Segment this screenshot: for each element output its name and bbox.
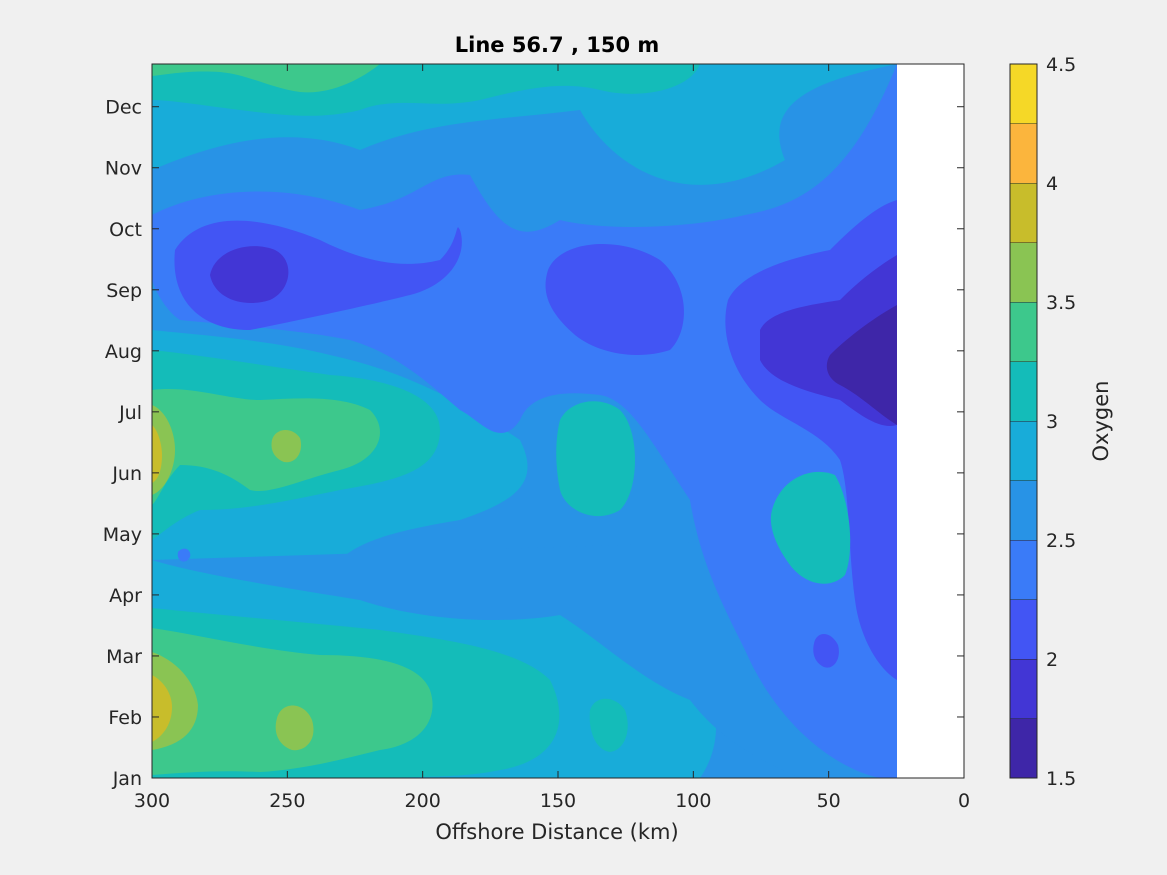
contour-fill-3-50-jun-blob [271,429,302,463]
no-data-region [897,64,964,778]
colorbar-level [1010,302,1037,362]
contour-fill-3-25-jul [152,388,380,505]
colorbar-levels [1010,63,1037,778]
colorbar-tick-label: 2.5 [1046,530,1076,552]
colorbar-ticks: 1.5 2 2.5 3 3.5 4 4.5 [1046,54,1076,790]
contour-fill-2-50-lower [152,540,897,778]
contour-fill-2-00-blob-mar [813,633,839,668]
y-tick-label: May [103,524,142,546]
x-tick-label: 50 [817,790,841,812]
y-tick-label: Mar [106,646,142,668]
contour-fill-3-25-feb [152,628,433,775]
colorbar-level [1010,659,1037,719]
contour-fill-3-50-feb-blob [275,705,314,751]
colorbar-level [1010,718,1037,778]
contour-fill-3-00-feb-mid [589,698,628,752]
x-tick-label: 300 [134,790,170,812]
contour-fill-3-00-jun-mid [556,401,635,517]
contour-fill-1-75-west [210,246,289,303]
colorbar-tick-label: 3.5 [1046,292,1076,314]
contour-fill-2-25 [152,64,897,778]
colorbar: 1.5 2 2.5 3 3.5 4 4.5 Oxygen [1009,54,1113,790]
colorbar-level [1010,123,1037,183]
colorbar-tick-label: 2 [1046,649,1058,671]
colorbar-level [1010,361,1037,421]
y-tick-label: Jul [118,402,142,424]
y-tick-label: Dec [105,97,142,119]
colorbar-level [1010,183,1037,243]
contour-field [152,64,964,778]
x-axis-label: Offshore Distance (km) [435,820,678,844]
colorbar-level [1010,242,1037,302]
y-axis-ticks: Jan Feb Mar Apr May Jun Jul Aug Sep Oct Nov Dec [103,97,964,790]
colorbar-level [1010,540,1037,600]
x-tick-label: 0 [958,790,970,812]
y-tick-label: Oct [109,219,142,241]
contour-fill-3-75-jul [152,425,162,483]
colorbar-level [1010,480,1037,540]
y-tick-label: Jun [111,463,142,485]
y-tick-label: Jan [112,768,142,790]
colorbar-frame [1009,63,1038,779]
y-tick-label: Apr [109,585,142,607]
colorbar-tick-label: 3 [1046,411,1058,433]
plot-area: 300 250 200 150 100 50 0 Jan Feb Mar Apr May Jun Jul… [103,63,970,812]
y-tick-label: Feb [108,707,142,729]
colorbar-tick-label: 4 [1046,173,1058,195]
x-tick-label: 100 [675,790,711,812]
x-axis-ticks: 300 250 200 150 100 50 0 [134,64,970,812]
y-tick-label: Sep [106,280,142,302]
chart-title: Line 56.7 , 150 m [455,33,660,57]
contour-fill-2-00-central [545,243,684,355]
contour-fill-3-25-top [152,64,380,93]
colorbar-tick-label: 1.5 [1046,768,1076,790]
contour-fill-1-50 [826,305,897,425]
x-tick-label: 250 [269,790,305,812]
x-tick-label: 150 [540,790,576,812]
colorbar-tick-label: 4.5 [1046,54,1076,76]
colorbar-level [1010,599,1037,659]
x-tick-label: 200 [405,790,441,812]
y-tick-label: Nov [105,158,142,180]
contour-fill-3-00-may-east [770,471,851,584]
colorbar-level [1010,64,1037,124]
contour-fill-2-25-blob-may [177,548,191,562]
contour-fill-3-75-feb [152,675,172,742]
y-tick-label: Aug [105,341,142,363]
colorbar-level [1010,421,1037,481]
colorbar-label: Oxygen [1089,381,1113,462]
